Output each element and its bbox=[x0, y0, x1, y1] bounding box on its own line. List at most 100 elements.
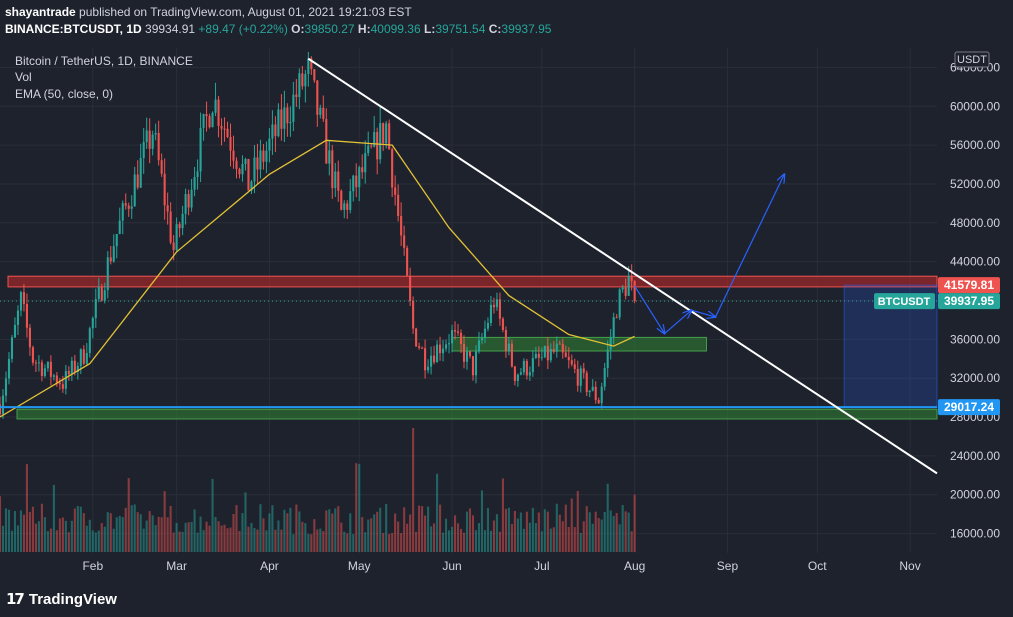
volume-bar bbox=[133, 504, 136, 552]
candle-body bbox=[28, 327, 31, 348]
candle-body bbox=[235, 160, 238, 169]
volume-bar bbox=[385, 503, 388, 552]
candle-body bbox=[133, 174, 136, 207]
author-name[interactable]: shayantrade bbox=[5, 5, 76, 19]
volume-bar bbox=[612, 515, 615, 552]
volume-bar bbox=[325, 510, 328, 552]
volume-bar bbox=[373, 514, 376, 552]
candle-body bbox=[262, 150, 265, 162]
volume-bar bbox=[459, 528, 463, 552]
candle-body bbox=[142, 142, 145, 159]
candle-body bbox=[382, 123, 385, 144]
ema-legend[interactable]: EMA (50, close, 0) bbox=[15, 87, 114, 101]
candle-body bbox=[271, 124, 274, 139]
volume-bar bbox=[172, 532, 175, 552]
volume-bar bbox=[13, 511, 17, 552]
volume-bar bbox=[525, 511, 528, 552]
volume-bar bbox=[274, 529, 277, 552]
candle-body bbox=[376, 132, 379, 160]
volume-bar bbox=[241, 513, 244, 552]
volume-bar bbox=[558, 514, 561, 552]
volume-bar bbox=[361, 517, 364, 552]
candle-body bbox=[232, 150, 235, 161]
volume-bar bbox=[178, 531, 181, 552]
tradingview-logo[interactable]: 17 TradingView bbox=[6, 590, 117, 608]
volume-bar bbox=[277, 520, 280, 552]
candle-body bbox=[606, 349, 609, 369]
candle-body bbox=[208, 116, 211, 128]
volume-bar bbox=[456, 523, 460, 552]
volume-bar bbox=[465, 511, 469, 552]
price-label: 41579.81 bbox=[944, 278, 994, 292]
volume-bar bbox=[223, 524, 226, 552]
candle-body bbox=[546, 345, 549, 361]
x-tick-label: May bbox=[348, 559, 371, 573]
volume-legend[interactable]: Vol bbox=[15, 70, 32, 84]
candle-body bbox=[91, 318, 94, 329]
candle-body bbox=[130, 206, 133, 209]
candle-body bbox=[403, 235, 406, 248]
candle-body bbox=[211, 112, 214, 128]
candle-body bbox=[319, 107, 322, 115]
volume-bar bbox=[606, 483, 609, 552]
volume-bar bbox=[543, 509, 546, 552]
volume-bar bbox=[624, 511, 627, 552]
volume-bar bbox=[40, 503, 43, 552]
candle-body bbox=[621, 287, 624, 290]
candle-body bbox=[307, 58, 310, 75]
candle-body bbox=[534, 353, 537, 358]
volume-bar bbox=[22, 514, 25, 552]
volume-bar bbox=[139, 514, 142, 552]
volume-bar bbox=[286, 513, 289, 552]
volume-bar bbox=[474, 530, 478, 552]
y-tick-label: 48000.00 bbox=[950, 216, 1000, 230]
volume-bar bbox=[415, 531, 418, 552]
volume-bar bbox=[79, 506, 82, 552]
candle-body bbox=[256, 157, 259, 170]
volume-bar bbox=[421, 506, 424, 552]
volume-bar bbox=[391, 533, 394, 552]
high-value: 40099.36 bbox=[370, 22, 421, 36]
volume-bar bbox=[549, 528, 552, 552]
volume-bar bbox=[585, 506, 588, 552]
y-tick-label: 52000.00 bbox=[950, 177, 1000, 191]
candle-body bbox=[567, 357, 570, 361]
candle-body bbox=[501, 318, 504, 330]
overlays-layer bbox=[0, 57, 938, 475]
volume-bar bbox=[31, 506, 34, 552]
x-tick-label: Mar bbox=[166, 559, 187, 573]
projection-arrow bbox=[664, 310, 692, 334]
volume-bar bbox=[364, 532, 367, 552]
candle-body bbox=[283, 107, 286, 129]
candle-body bbox=[127, 205, 130, 209]
volume-bar bbox=[259, 504, 262, 552]
volume-bar bbox=[127, 478, 130, 552]
volume-bar bbox=[49, 528, 52, 552]
volume-bar bbox=[403, 507, 406, 552]
candle-body bbox=[274, 124, 277, 137]
published-text: published on TradingView.com, August 01,… bbox=[79, 5, 412, 19]
candle-body bbox=[456, 331, 460, 333]
y-tick-label: 16000.00 bbox=[950, 527, 1000, 541]
candle-body bbox=[630, 275, 633, 282]
volume-bar bbox=[528, 522, 531, 552]
volume-bar bbox=[130, 505, 133, 552]
high-label: H: bbox=[357, 22, 371, 36]
candle-body bbox=[13, 324, 17, 338]
candle-body bbox=[73, 360, 76, 373]
volume-bar bbox=[570, 498, 573, 552]
open-label: O: bbox=[291, 22, 305, 36]
candle-body bbox=[618, 289, 621, 318]
volume-bar bbox=[424, 515, 427, 552]
candle-body bbox=[394, 187, 397, 195]
candle-body bbox=[576, 368, 579, 386]
volume-bar bbox=[519, 512, 522, 552]
volume-bar bbox=[630, 531, 633, 552]
candle-body bbox=[49, 361, 52, 377]
candle-body bbox=[358, 167, 361, 188]
volume-bar bbox=[439, 504, 442, 552]
candle-body bbox=[289, 121, 292, 124]
chart-title-legend[interactable]: Bitcoin / TetherUS, 1D, BINANCE bbox=[15, 54, 193, 68]
candle-body bbox=[468, 351, 472, 357]
